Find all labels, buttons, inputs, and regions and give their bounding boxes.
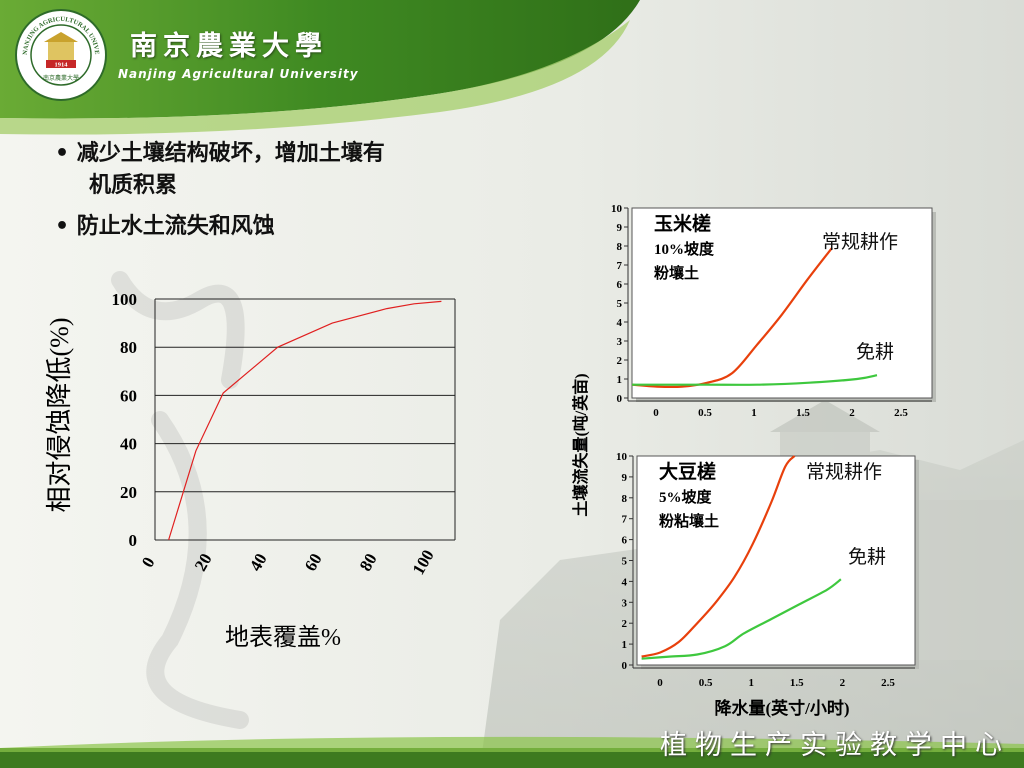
panel-soy-y-tick-label: 4 [622, 576, 628, 588]
panel-soy-y-tick-label: 7 [622, 514, 628, 526]
panel-corn-y-tick-label: 4 [617, 317, 623, 329]
panel-soy-y-tick-label: 9 [622, 472, 628, 484]
right-x-axis-label: 降水量(英寸/小时) [714, 698, 849, 718]
panel-soy-y-tick-label: 0 [622, 660, 628, 672]
panel-soy-y-tick-label: 8 [622, 493, 628, 505]
panel-soy-y-tick-label: 2 [622, 618, 628, 630]
university-logo: NANJING AGRICULTURAL UNIVERSITY 1914 南京農… [14, 8, 107, 101]
panel-soy-series-label: 免耕 [848, 546, 886, 568]
panel-corn-plot-area [631, 207, 933, 399]
panel-soy-x-tick-label: 0 [657, 677, 663, 689]
svg-text:南京農業大學: 南京農業大學 [43, 74, 79, 82]
panel-corn-subtitle: 10%坡度 [654, 240, 715, 258]
panel-corn-y-tick-label: 1 [617, 374, 623, 386]
panel-soy-title: 大豆槎 [659, 460, 716, 483]
bullet-1-line1: • 减少土壤结构破坏，增加土壤有 [55, 141, 385, 166]
left-y-tick-label: 60 [120, 386, 137, 405]
left-y-tick-label: 80 [120, 338, 137, 357]
panel-corn-y-tick-label: 3 [617, 336, 623, 348]
panel-corn-subtitle: 粉壤土 [654, 264, 699, 282]
panel-corn-series-no-till [632, 374, 878, 386]
left-y-tick-label: 40 [120, 435, 137, 454]
panel-soy-subtitle: 粉粘壤土 [659, 512, 719, 530]
panel-corn-y-tick-label: 6 [617, 279, 623, 291]
university-name-cn: 南京農業大學 [130, 31, 328, 62]
panel-soy-subtitle: 5%坡度 [659, 488, 713, 506]
panel-soy-x-tick-label: 2 [840, 677, 846, 689]
panel-soy-x-tick-label: 0.5 [699, 677, 713, 689]
footer-center-name: 植物生产实验教学中心 [660, 730, 1010, 761]
panel-corn-series-conventional [631, 247, 833, 389]
panel-soy-series-no-till [641, 578, 842, 660]
svg-text:1914: 1914 [55, 62, 69, 69]
panel-soy-x-tick-label: 1.5 [790, 677, 804, 689]
panel-corn-y-tick-label: 8 [617, 241, 623, 253]
panel-corn-x-tick-label: 0.5 [698, 407, 712, 419]
panel-corn-y-tick-label: 0 [617, 393, 623, 405]
panel-corn-y-tick-label: 9 [617, 222, 623, 234]
left-y-axis-label: 相对侵蚀降低(%) [45, 318, 74, 513]
bullet-2: • 防止水土流失和风蚀 [55, 211, 275, 243]
panel-soy-x-tick-label: 2.5 [881, 677, 895, 689]
panel-corn-series-label: 常规耕作 [822, 231, 898, 253]
bullet-1-line2: 机质积累 [89, 173, 178, 198]
left-y-tick-label: 0 [129, 531, 138, 550]
panel-soy-y-tick-label: 1 [622, 639, 628, 651]
panel-soy-y-tick-label: 6 [622, 535, 628, 547]
left-y-tick-label: 20 [120, 483, 137, 502]
panel-corn-y-tick-label: 7 [617, 260, 623, 272]
panel-soy-x-tick-label: 1 [748, 677, 754, 689]
panel-soy-series-conventional [641, 455, 796, 658]
panel-corn-x-tick-label: 1.5 [796, 407, 810, 419]
left-series-line [168, 300, 442, 541]
university-name-en: Nanjing Agricultural University [118, 67, 359, 81]
panel-corn-y-tick-label: 5 [617, 298, 623, 310]
left-y-tick-label: 100 [112, 290, 138, 309]
panel-corn-title: 玉米槎 [654, 212, 711, 235]
bullet-1: • 减少土壤结构破坏，增加土壤有 机质积累 [55, 138, 385, 202]
panel-corn-x-tick-label: 1 [751, 407, 757, 419]
panel-soy-y-tick-label: 10 [616, 451, 628, 463]
panel-corn-y-tick-label: 10 [611, 203, 623, 215]
panel-corn-y-tick-label: 2 [617, 355, 623, 367]
panel-corn-x-tick-label: 2 [849, 407, 855, 419]
left-x-axis-label: 地表覆盖% [225, 624, 341, 651]
panel-corn-x-tick-label: 2.5 [894, 407, 908, 419]
panel-soy-y-tick-label: 3 [622, 597, 628, 609]
bullet-2-line1: • 防止水土流失和风蚀 [55, 214, 275, 239]
right-y-axis-label: 土壤流失量(吨/英亩) [571, 373, 590, 516]
panel-soy-series-label: 常规耕作 [806, 461, 882, 483]
panel-corn-x-tick-label: 0 [653, 407, 659, 419]
panel-corn-series-label: 免耕 [856, 341, 894, 363]
panel-soy-y-tick-label: 5 [622, 556, 628, 568]
